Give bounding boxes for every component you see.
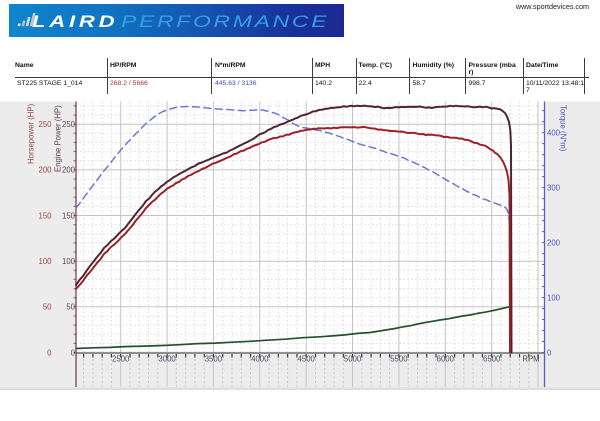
- svg-text:2500: 2500: [112, 355, 130, 364]
- svg-text:50: 50: [43, 303, 52, 312]
- svg-text:250: 250: [38, 120, 52, 129]
- svg-text:250: 250: [62, 120, 76, 129]
- svg-text:Horsepower (HP): Horsepower (HP): [27, 103, 36, 164]
- svg-text:150: 150: [62, 211, 76, 220]
- svg-text:0: 0: [547, 348, 552, 357]
- svg-text:4500: 4500: [298, 355, 316, 364]
- svg-text:100: 100: [38, 257, 52, 266]
- svg-text:Torque (N*m): Torque (N*m): [559, 105, 568, 152]
- svg-text:0: 0: [47, 348, 52, 357]
- svg-text:0: 0: [71, 348, 76, 357]
- svg-text:5500: 5500: [390, 355, 408, 364]
- svg-text:6500: 6500: [483, 355, 501, 364]
- svg-text:Engine Power (HP): Engine Power (HP): [54, 105, 63, 172]
- svg-text:50: 50: [66, 303, 75, 312]
- svg-text:200: 200: [547, 238, 561, 247]
- svg-text:3000: 3000: [158, 355, 176, 364]
- svg-text:150: 150: [38, 211, 52, 220]
- svg-text:100: 100: [62, 257, 76, 266]
- svg-text:200: 200: [38, 166, 52, 175]
- svg-text:5000: 5000: [344, 355, 362, 364]
- svg-text:100: 100: [547, 293, 561, 302]
- svg-text:3500: 3500: [205, 355, 223, 364]
- svg-text:400: 400: [547, 128, 561, 137]
- svg-text:300: 300: [547, 183, 561, 192]
- svg-text:6000: 6000: [437, 355, 455, 364]
- svg-text:4000: 4000: [251, 355, 269, 364]
- svg-text:RPM: RPM: [522, 355, 539, 364]
- svg-text:200: 200: [62, 166, 76, 175]
